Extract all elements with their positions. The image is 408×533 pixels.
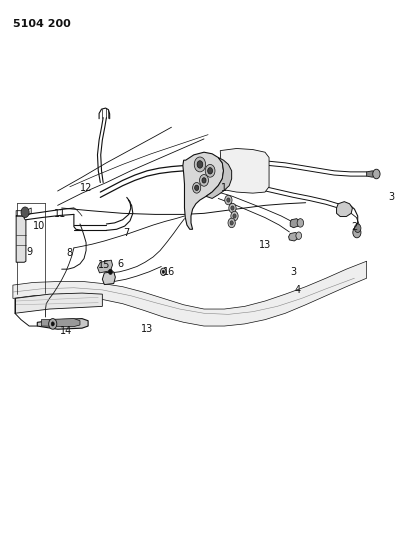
- Polygon shape: [41, 319, 80, 327]
- Text: 13: 13: [259, 240, 271, 250]
- Circle shape: [373, 169, 380, 179]
- Text: 7: 7: [124, 228, 130, 238]
- Text: 5104 200: 5104 200: [13, 19, 71, 29]
- Polygon shape: [15, 293, 102, 313]
- Circle shape: [162, 270, 164, 273]
- Text: 8: 8: [67, 248, 73, 258]
- Text: 10: 10: [33, 221, 45, 231]
- Circle shape: [225, 195, 232, 205]
- Circle shape: [109, 269, 113, 274]
- Polygon shape: [16, 216, 26, 262]
- Text: 16: 16: [163, 267, 175, 277]
- Circle shape: [51, 322, 54, 326]
- Circle shape: [197, 161, 203, 168]
- Circle shape: [205, 165, 215, 177]
- Circle shape: [160, 268, 166, 276]
- Circle shape: [297, 219, 304, 227]
- Text: 15: 15: [98, 261, 111, 270]
- Circle shape: [194, 157, 206, 172]
- Polygon shape: [102, 272, 115, 285]
- Text: 12: 12: [80, 183, 92, 193]
- Polygon shape: [13, 261, 367, 326]
- Polygon shape: [367, 171, 377, 177]
- Text: 14: 14: [60, 326, 72, 336]
- Circle shape: [296, 232, 302, 239]
- Text: 3: 3: [290, 267, 297, 277]
- Circle shape: [229, 203, 236, 213]
- Circle shape: [233, 214, 236, 218]
- Circle shape: [355, 224, 361, 232]
- Circle shape: [231, 206, 234, 210]
- Polygon shape: [290, 219, 300, 228]
- Polygon shape: [220, 149, 269, 193]
- Circle shape: [353, 227, 361, 238]
- Circle shape: [195, 185, 199, 190]
- Circle shape: [200, 174, 208, 186]
- Text: 3: 3: [388, 192, 394, 203]
- Polygon shape: [337, 201, 353, 216]
- Circle shape: [49, 319, 57, 329]
- Circle shape: [230, 221, 233, 225]
- Text: 1: 1: [220, 183, 226, 193]
- Text: 11: 11: [53, 209, 66, 220]
- Circle shape: [208, 167, 213, 174]
- Text: 2: 2: [351, 222, 357, 232]
- Polygon shape: [37, 319, 88, 329]
- Polygon shape: [183, 152, 224, 229]
- Polygon shape: [98, 260, 113, 273]
- Text: 6: 6: [118, 259, 124, 269]
- Circle shape: [202, 177, 206, 183]
- Circle shape: [193, 182, 201, 193]
- Text: 13: 13: [141, 324, 153, 334]
- Text: 9: 9: [26, 247, 32, 257]
- Circle shape: [227, 198, 230, 202]
- Circle shape: [231, 211, 238, 221]
- Text: 4: 4: [295, 285, 301, 295]
- Circle shape: [228, 218, 235, 228]
- Polygon shape: [206, 158, 232, 198]
- Circle shape: [21, 207, 29, 217]
- Polygon shape: [288, 232, 298, 241]
